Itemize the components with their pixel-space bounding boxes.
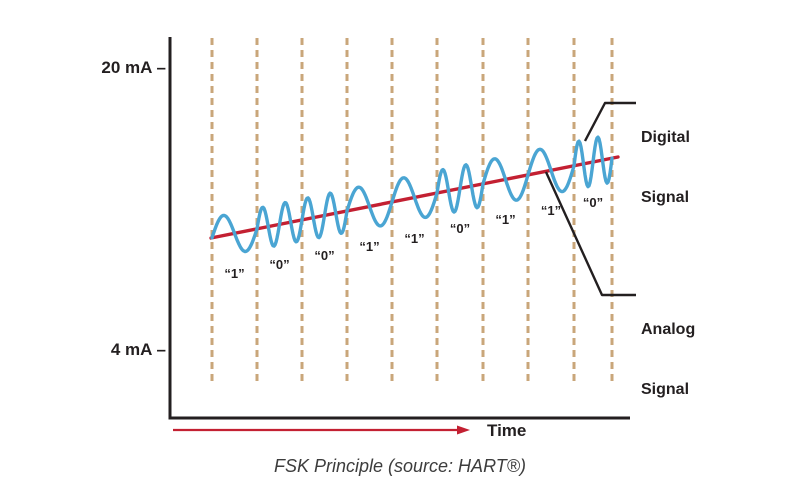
bit-label: “0” (269, 257, 290, 273)
bit-label: “0” (314, 248, 335, 264)
analog-signal-label-line2: Signal (641, 381, 690, 398)
digital-signal-callout-line (583, 101, 636, 142)
bit-label: “0” (582, 194, 604, 210)
bit-label: “1” (224, 266, 245, 282)
analog-signal-callout-line (544, 171, 636, 297)
figure-caption: FSK Principle (source: HART®) (274, 456, 526, 476)
bit-label: “1” (540, 203, 562, 219)
time-arrowhead-icon (457, 425, 470, 435)
bit-label: “1” (404, 230, 425, 246)
digital-fsk-wave (210, 135, 614, 254)
bit-label: “1” (495, 212, 516, 228)
analog-signal-label: Analog Signal (641, 280, 695, 440)
digital-signal-label: Digital Signal (641, 88, 690, 248)
x-axis-label-time: Time (487, 421, 527, 440)
analog-signal-label-line1: Analog (641, 321, 696, 338)
digital-signal-label-line2: Signal (641, 189, 690, 206)
y-axis-label-4ma: 4 mA – (110, 340, 166, 359)
digital-signal-label-line1: Digital (641, 129, 690, 146)
bit-label: “0” (449, 221, 471, 237)
bit-label: “1” (359, 239, 380, 255)
y-axis-label-20ma: 20 mA – (101, 58, 166, 77)
